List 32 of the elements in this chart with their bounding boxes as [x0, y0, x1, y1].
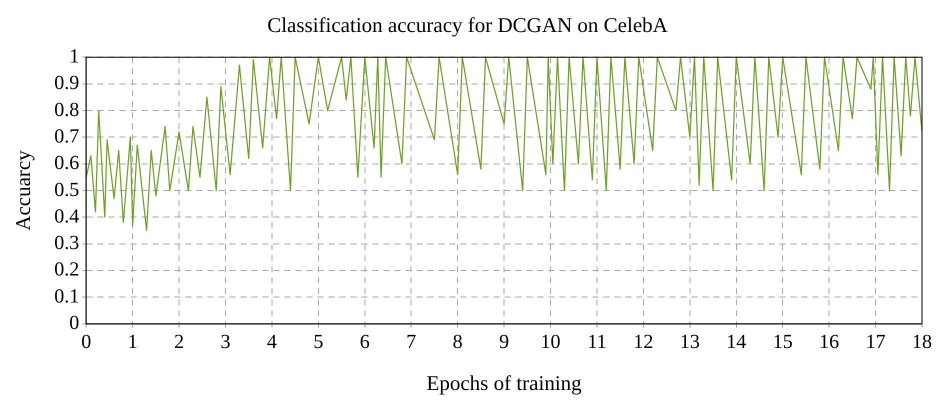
y-tick-label: 0.4 [54, 205, 80, 228]
y-tick-label: 0.3 [54, 232, 80, 254]
y-tick-label: 0.8 [54, 98, 80, 121]
y-tick-label: 0 [69, 312, 80, 334]
x-tick-label: 9 [499, 331, 510, 354]
y-tick-label: 0.5 [54, 178, 80, 201]
y-tick-label: 0.9 [54, 72, 80, 94]
x-tick-label: 15 [772, 331, 793, 354]
x-axis-title: Epochs of training [426, 370, 582, 395]
x-tick-label: 5 [313, 331, 324, 354]
x-tick-label: 7 [406, 331, 416, 354]
chart-title: Classification accuracy for DCGAN on CelebA [267, 13, 669, 38]
x-tick-label: 14 [726, 331, 746, 354]
x-tick-label: 6 [360, 331, 370, 354]
x-tick-label: 8 [452, 331, 463, 354]
x-tick-label: 1 [128, 331, 138, 354]
x-tick-label: 17 [866, 331, 886, 354]
x-tick-label: 2 [174, 331, 184, 354]
x-tick-label: 12 [633, 331, 654, 354]
x-tick-label: 16 [819, 331, 840, 354]
x-tick-label: 11 [587, 331, 607, 354]
y-axis-title: Accuarcy [11, 150, 36, 231]
x-tick-label: 3 [220, 331, 230, 354]
x-tick-label: 13 [680, 331, 700, 354]
y-tick-label: 1 [69, 45, 80, 68]
y-tick-label: 0.2 [54, 258, 80, 281]
x-tick-label: 4 [266, 331, 277, 354]
y-tick-label: 0.6 [54, 152, 80, 174]
x-tick-label: 10 [540, 331, 561, 354]
y-tick-label: 0.7 [54, 125, 80, 148]
y-tick-label: 0.1 [54, 285, 80, 308]
x-tick-label: 18 [912, 331, 932, 354]
